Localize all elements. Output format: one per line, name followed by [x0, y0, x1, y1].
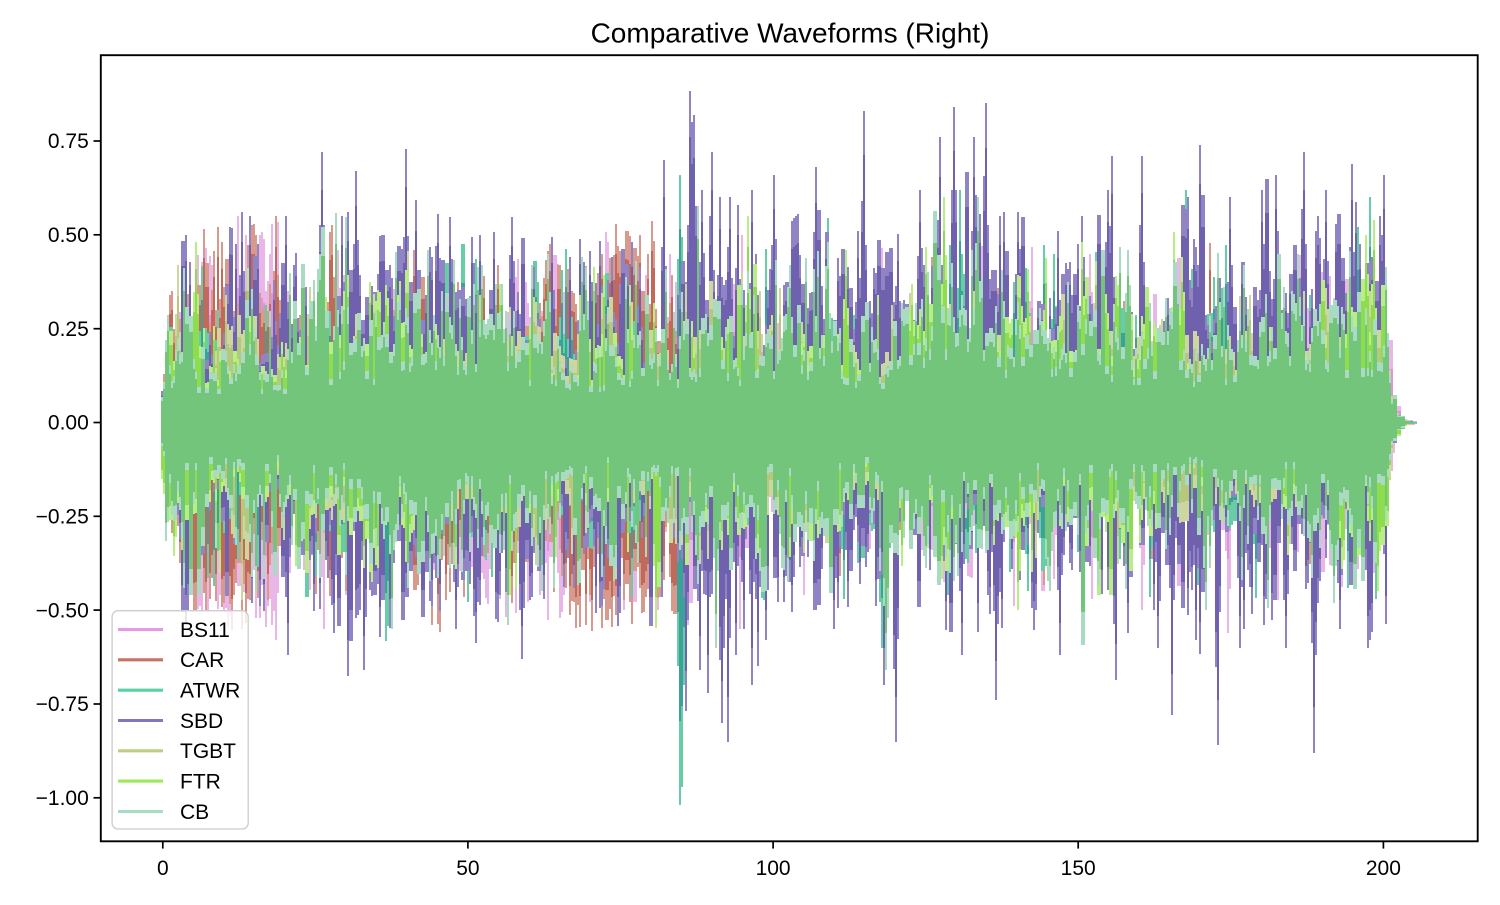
svg-text:−0.25: −0.25: [36, 506, 89, 529]
svg-text:0.00: 0.00: [48, 412, 89, 435]
svg-text:50: 50: [456, 857, 479, 880]
svg-text:100: 100: [756, 857, 791, 880]
svg-text:TGBT: TGBT: [180, 740, 236, 763]
svg-text:0.50: 0.50: [48, 224, 89, 247]
svg-text:−1.00: −1.00: [36, 787, 89, 810]
svg-text:CAR: CAR: [180, 649, 224, 672]
svg-text:0: 0: [157, 857, 169, 880]
svg-text:ATWR: ATWR: [180, 680, 240, 703]
svg-text:−0.75: −0.75: [36, 693, 89, 716]
svg-text:150: 150: [1061, 857, 1096, 880]
svg-text:0.25: 0.25: [48, 318, 89, 341]
svg-text:FTR: FTR: [180, 770, 221, 793]
svg-text:CB: CB: [180, 801, 209, 824]
svg-text:200: 200: [1366, 857, 1401, 880]
svg-text:SBD: SBD: [180, 710, 223, 733]
svg-text:−0.50: −0.50: [36, 599, 89, 622]
svg-text:BS11: BS11: [180, 619, 230, 642]
svg-text:Comparative Waveforms (Right): Comparative Waveforms (Right): [591, 18, 990, 49]
svg-text:0.75: 0.75: [48, 130, 89, 153]
